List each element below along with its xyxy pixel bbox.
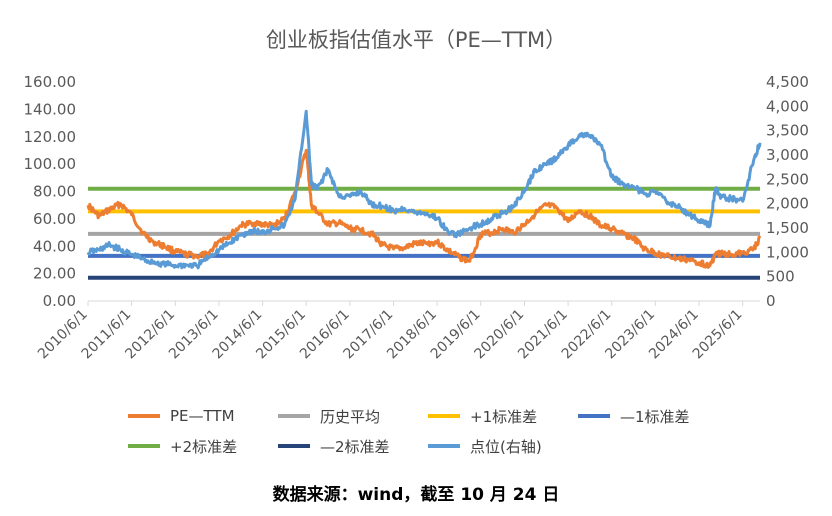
chart-title: 创业板指估值水平（PE—TTM） <box>265 28 567 52</box>
x-axis: 2010/6/12011/6/12012/6/12013/6/12014/6/1… <box>35 301 746 362</box>
legend-label-hist-avg: 历史平均 <box>320 407 381 426</box>
series-lines <box>86 109 762 270</box>
right-tick-label: 3,500 <box>766 122 809 140</box>
legend-label-index: 点位(右轴) <box>470 437 542 456</box>
right-tick-label: 2,500 <box>766 170 809 188</box>
left-tick-label: 120.00 <box>24 128 77 146</box>
legend-item-minus1: —1标准差 <box>578 405 690 427</box>
left-tick-label: 140.00 <box>24 100 77 118</box>
index-level-line <box>86 109 762 270</box>
right-tick-label: 3,000 <box>766 146 809 164</box>
legend-swatch-plus1 <box>428 414 460 418</box>
right-tick-label: 1,000 <box>766 243 809 261</box>
legend-swatch-minus1 <box>578 414 610 418</box>
legend-item-plus1: +1标准差 <box>428 405 537 427</box>
right-axis: 0 500 1,000 1,500 2,000 2,500 3,000 3,500 4,000 4… <box>766 73 809 310</box>
legend-item-index: 点位(右轴) <box>428 435 542 457</box>
right-tick-label: 1,500 <box>766 219 809 237</box>
legend-label-plus1: +1标准差 <box>470 407 538 426</box>
left-tick-label: 160.00 <box>24 73 77 91</box>
right-tick-label: 500 <box>766 268 795 286</box>
legend-item-minus2: —2标准差 <box>278 435 390 457</box>
legend-label-minus2: —2标准差 <box>320 437 390 456</box>
legend: PE—TTM 历史平均 +1标准差 —1标准差 +2标准差 —2标准差 点位(右… <box>0 405 832 465</box>
left-tick-label: 40.00 <box>33 237 76 255</box>
legend-swatch-index <box>428 444 460 448</box>
chart-plot: 0.00 20.00 40.00 60.00 80.00 100.00 120.00 140.… <box>24 73 809 362</box>
left-tick-label: 0.00 <box>43 292 76 310</box>
legend-label-minus1: —1标准差 <box>620 407 690 426</box>
legend-label-pe: PE—TTM <box>170 407 235 425</box>
legend-swatch-plus2 <box>128 444 160 448</box>
legend-swatch-pe <box>128 414 160 418</box>
legend-item-hist-avg: 历史平均 <box>278 405 380 427</box>
left-axis: 0.00 20.00 40.00 60.00 80.00 100.00 120.00 140.… <box>24 73 77 310</box>
right-tick-label: 4,000 <box>766 97 809 115</box>
left-tick-label: 20.00 <box>33 265 76 283</box>
right-tick-label: 2,000 <box>766 195 809 213</box>
legend-item-plus2: +2标准差 <box>128 435 237 457</box>
right-tick-label: 4,500 <box>766 73 809 91</box>
source-note: 数据来源：wind，截至 10 月 24 日 <box>272 485 560 505</box>
left-tick-label: 100.00 <box>24 155 77 173</box>
legend-item-pe: PE—TTM <box>128 405 235 427</box>
legend-label-plus2: +2标准差 <box>170 437 238 456</box>
left-tick-label: 60.00 <box>33 210 76 228</box>
pe-ttm-line <box>86 148 762 269</box>
legend-swatch-minus2 <box>278 444 310 448</box>
left-tick-label: 80.00 <box>33 183 76 201</box>
right-tick-label: 0 <box>766 292 776 310</box>
legend-swatch-hist-avg <box>278 414 310 418</box>
